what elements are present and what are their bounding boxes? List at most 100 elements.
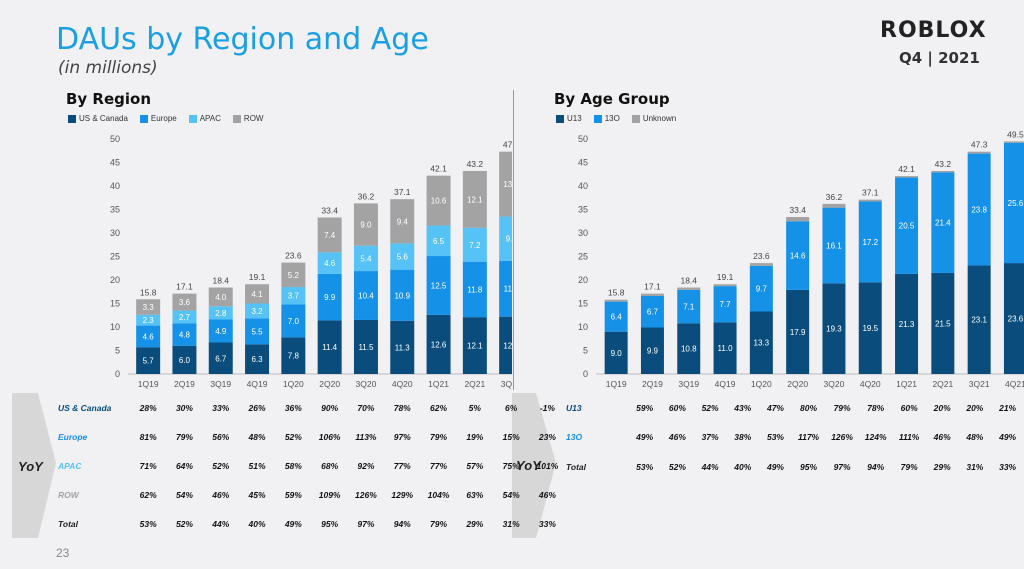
data-label: 12.1 (467, 195, 483, 204)
yoy-cell: 20% (966, 402, 984, 413)
section-divider (513, 90, 514, 390)
data-label: 19.5 (862, 324, 878, 333)
yoy-cell: 70% (357, 402, 375, 413)
bar-segment-europe (136, 325, 161, 348)
yoy-cell: 44% (212, 518, 230, 529)
x-tick-label: 2Q19 (642, 379, 663, 389)
bar-segment-row (390, 199, 415, 244)
bar-segment-apac (390, 243, 415, 270)
bar-segment-us-canada (281, 337, 306, 374)
bar-segment-europe (317, 273, 342, 321)
legend-swatch (139, 114, 148, 123)
data-label: 13.8 (503, 180, 512, 189)
y-tick-label: 5 (583, 346, 588, 356)
legend-swatch (68, 114, 76, 123)
yoy-cell: 44% (701, 461, 719, 472)
yoy-cell: 79% (833, 402, 851, 413)
legend-item-u13: U13 (556, 114, 582, 123)
bar-segment-europe (353, 271, 378, 320)
bar-segment-row (499, 151, 512, 217)
data-label: 12.1 (467, 342, 483, 351)
data-label: 10.6 (431, 197, 447, 206)
legend-label: 13O (604, 114, 620, 123)
yoy-cell: 97% (357, 518, 375, 529)
data-label: 25.6 (1008, 199, 1024, 208)
yoy-cell: 38% (734, 432, 752, 443)
data-label: 12.5 (431, 281, 447, 290)
bar-segment-row (281, 262, 306, 288)
page-subtitle: (in millions) (58, 58, 158, 78)
data-label: 16.1 (826, 241, 842, 250)
bar-segment-europe (426, 256, 451, 315)
x-tick-label: 1Q19 (606, 379, 627, 389)
x-tick-label: 4Q20 (392, 379, 413, 389)
yoy-cell: 33% (538, 518, 556, 529)
bar-segment-u13 (822, 283, 846, 374)
data-label: 6.3 (251, 355, 263, 364)
data-label: 12.6 (431, 340, 447, 349)
yoy-cell: 81% (139, 431, 157, 442)
data-label: 3.3 (143, 303, 155, 312)
data-label: 9.4 (506, 235, 512, 244)
bar-segment-us-canada (462, 317, 487, 374)
legend-item-unknown: Unknown (631, 114, 676, 123)
legend-swatch (593, 114, 602, 123)
bar-segment-us-canada (245, 344, 270, 374)
bar-segment-unknown (895, 176, 919, 178)
age-chart-title: By Age Group (554, 90, 670, 108)
roblox-logo: ROBLOX (880, 18, 987, 43)
yoy-cell: 33% (212, 402, 230, 413)
bar-segment-unknown (713, 284, 737, 287)
y-tick-label: 40 (578, 181, 588, 191)
yoy-cell: 126% (831, 432, 853, 443)
x-tick-label: 2Q20 (787, 379, 808, 389)
data-label: 4.6 (324, 259, 336, 268)
bar-segment-row (462, 170, 487, 228)
bar-segment-apac (172, 310, 197, 324)
yoy-cell: 52% (284, 431, 302, 442)
data-label: 11.0 (718, 344, 734, 353)
yoy-cell: 56% (212, 431, 230, 442)
y-tick-label: 50 (110, 134, 120, 144)
total-label: 17.1 (644, 282, 661, 292)
yoy-cell: 52% (668, 461, 686, 472)
data-label: 14.6 (790, 252, 806, 261)
yoy-cell: 68% (321, 460, 339, 471)
yoy-cell: 79% (900, 461, 918, 472)
y-tick-label: 40 (110, 181, 120, 191)
data-label: 12.2 (503, 341, 512, 350)
bar-segment-unknown (858, 199, 882, 202)
x-tick-label: 4Q21 (1005, 379, 1024, 389)
bar-segment-u13 (858, 282, 882, 374)
bar-segment-europe (208, 319, 233, 343)
data-label: 4.0 (215, 293, 227, 302)
x-tick-label: 3Q21 (501, 379, 512, 389)
yoy-cell: 54% (175, 489, 193, 500)
bar-segment-row (353, 203, 378, 246)
yoy-cell: 21% (999, 402, 1017, 413)
yoy-cell: 23% (538, 431, 556, 442)
legend-item-us-canada: US & Canada (68, 114, 128, 123)
bar-segment-u13 (895, 273, 919, 374)
yoy-cell: 111% (898, 432, 920, 443)
data-label: 3.2 (251, 307, 263, 316)
bar-segment-13o (713, 286, 737, 323)
y-tick-label: 45 (578, 158, 588, 168)
yoy-cell: 106% (318, 431, 341, 442)
data-label: 20.5 (899, 222, 915, 231)
data-label: 11.5 (358, 343, 374, 352)
data-label: 11.3 (395, 343, 411, 352)
legend-swatch (556, 114, 564, 123)
yoy-cell: 15% (502, 431, 520, 442)
yoy-cell: 62% (139, 489, 157, 500)
bar-segment-13o (677, 289, 701, 324)
yoy-cell: 64% (175, 460, 193, 471)
data-label: 21.4 (935, 219, 951, 228)
page-title: DAUs by Region and Age (56, 22, 429, 57)
y-tick-label: 35 (110, 205, 120, 215)
data-label: 23.6 (1008, 315, 1024, 324)
yoy-row-label: Total (566, 461, 586, 472)
yoy-cell: 40% (248, 518, 266, 529)
bar-segment-unknown (677, 287, 701, 290)
data-label: 5.7 (143, 357, 155, 366)
